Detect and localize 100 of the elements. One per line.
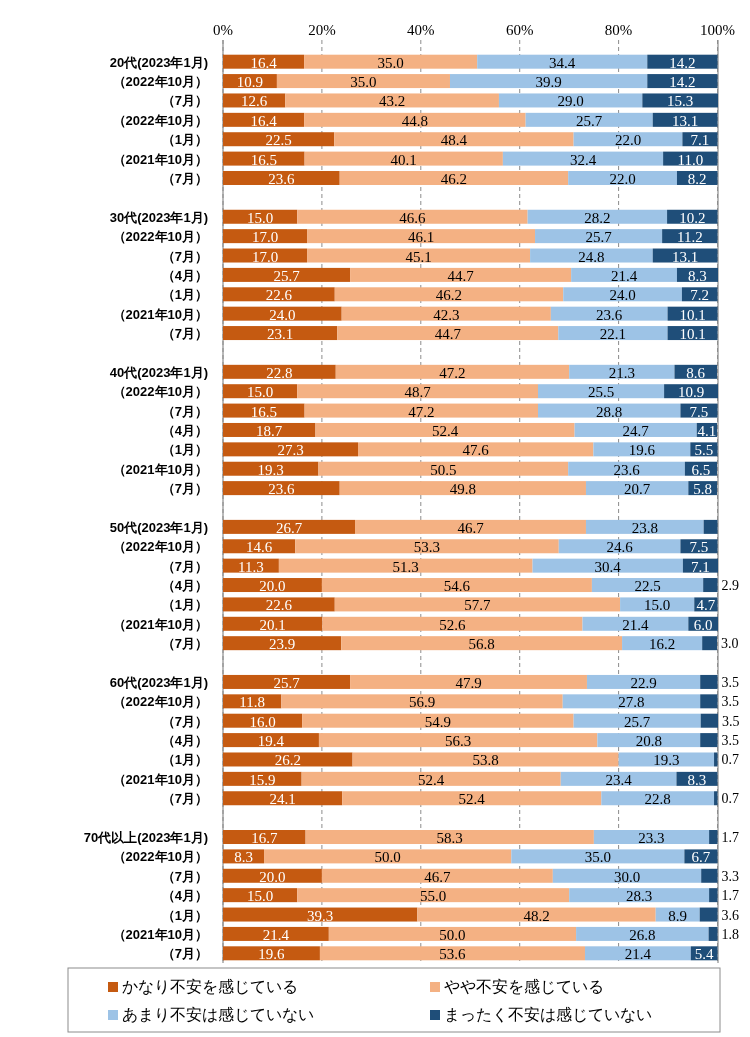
bar	[321, 868, 553, 883]
bar	[302, 713, 574, 728]
bar	[339, 481, 586, 496]
y-tick-label: （1月）	[161, 132, 208, 148]
y-tick-label: （1月）	[161, 907, 208, 923]
bar	[563, 287, 682, 302]
bar	[321, 578, 592, 593]
data-label: 20.1	[259, 616, 286, 633]
bar	[569, 364, 675, 379]
y-tick-label: （7月）	[161, 403, 208, 419]
bar	[571, 267, 677, 282]
data-label: 23.3	[638, 830, 665, 847]
data-label: 49.8	[449, 481, 476, 498]
bar	[297, 384, 538, 399]
bar	[334, 132, 574, 147]
data-label: 23.8	[631, 519, 658, 536]
y-tick-label: （7月）	[161, 946, 208, 962]
legend-label: あまり不安は感じていない	[122, 1006, 314, 1023]
data-label: 0.7	[721, 791, 740, 807]
data-label: 53.3	[413, 539, 441, 556]
data-label: 46.6	[399, 209, 427, 226]
data-label: 26.2	[274, 752, 301, 769]
bar	[223, 170, 340, 185]
data-label: 16.0	[249, 713, 276, 730]
data-label: 23.6	[613, 461, 641, 478]
bar	[223, 442, 358, 457]
bar	[552, 868, 702, 883]
data-label: 25.5	[587, 384, 615, 401]
data-label: 23.9	[268, 636, 296, 653]
data-label: 56.3	[445, 733, 472, 750]
bar	[582, 616, 689, 631]
bar	[334, 597, 621, 612]
data-label: 0.7	[721, 752, 740, 768]
bar	[223, 636, 342, 651]
bar	[585, 481, 689, 496]
data-label: 14.2	[669, 54, 696, 71]
data-label: 23.6	[596, 306, 623, 323]
bar	[568, 170, 677, 185]
data-label: 50.0	[439, 926, 466, 943]
data-label: 7.1	[690, 132, 710, 149]
data-label: 11.3	[238, 558, 264, 575]
bar	[573, 132, 683, 147]
data-label: 44.7	[447, 267, 475, 284]
data-label: 48.4	[440, 132, 468, 149]
bar	[223, 791, 343, 806]
bar	[223, 364, 336, 379]
data-label: 20.0	[259, 578, 286, 595]
data-label: 8.3	[234, 849, 253, 866]
bar	[647, 54, 718, 69]
data-label: 46.7	[457, 519, 485, 536]
y-tick-label: （2022年10月）	[112, 384, 208, 400]
data-label: 24.0	[609, 287, 636, 304]
bar	[703, 578, 718, 593]
data-label: 53.8	[472, 752, 499, 769]
bar	[297, 888, 570, 903]
data-label: 43.2	[379, 93, 406, 110]
data-label: 3.5	[722, 713, 740, 729]
data-label: 20.7	[624, 481, 651, 498]
data-label: 30.4	[594, 558, 622, 575]
bar	[223, 403, 305, 418]
data-label: 12.6	[241, 93, 268, 110]
bar	[576, 926, 709, 941]
data-label: 3.6	[721, 907, 740, 923]
bar	[538, 384, 665, 399]
bar	[223, 461, 319, 476]
bar	[223, 597, 335, 612]
bar	[223, 326, 338, 341]
y-tick-label: 50代(2023年1月)	[109, 519, 208, 535]
data-label: 15.0	[246, 384, 274, 401]
data-label: 24.1	[269, 791, 296, 808]
bar	[699, 907, 718, 922]
data-label: 21.4	[624, 946, 652, 963]
data-label: 47.2	[439, 364, 466, 381]
data-label: 11.8	[239, 694, 266, 711]
data-label: 28.8	[596, 403, 623, 420]
data-label: 19.6	[258, 946, 286, 963]
data-label: 15.0	[246, 209, 274, 226]
data-label: 11.0	[677, 151, 704, 168]
bar	[560, 771, 677, 786]
bar	[297, 209, 528, 224]
bar	[700, 713, 718, 728]
bar	[223, 132, 335, 147]
data-label: 8.6	[686, 364, 706, 381]
y-tick-label: （7月）	[161, 868, 208, 884]
data-label: 19.4	[257, 733, 285, 750]
bar	[315, 422, 575, 437]
data-label: 15.3	[667, 93, 694, 110]
data-label: 16.7	[251, 830, 278, 847]
data-label: 7.2	[690, 287, 710, 304]
bar	[597, 733, 701, 748]
data-label: 10.2	[679, 209, 706, 226]
data-label: 21.3	[608, 364, 635, 381]
bar	[223, 616, 323, 631]
data-label: 22.0	[614, 132, 642, 149]
bar	[328, 926, 577, 941]
data-label: 10.9	[236, 74, 264, 91]
data-label: 25.7	[273, 674, 301, 691]
data-label: 1.7	[721, 830, 740, 846]
y-tick-label: （4月）	[161, 733, 208, 749]
bar	[304, 403, 538, 418]
